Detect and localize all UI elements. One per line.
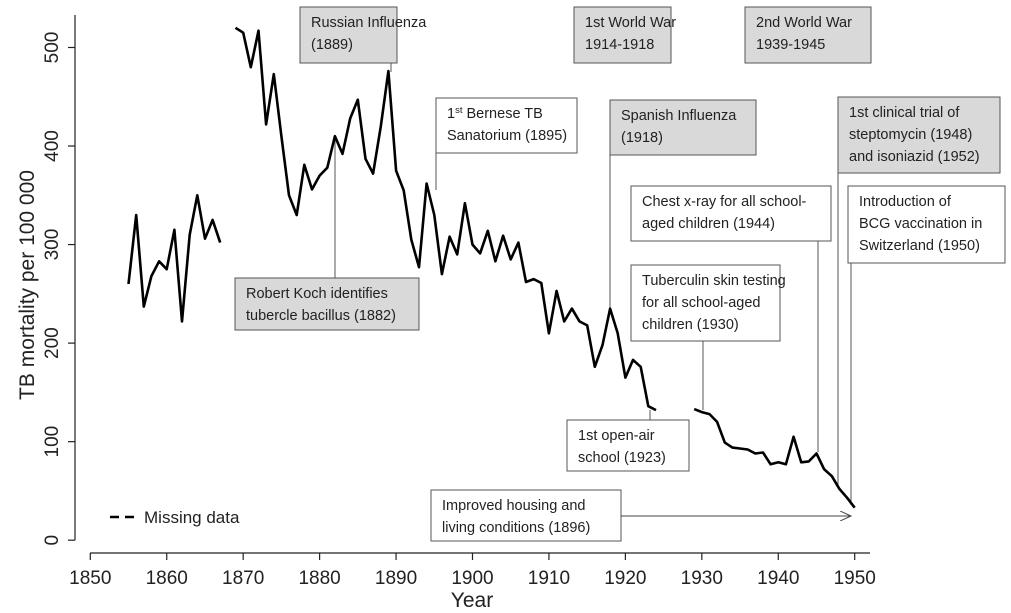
annotation-box: [573, 6, 672, 64]
annotation-text: 1st clinical trial of: [849, 105, 960, 121]
annotation-text: Chest x-ray for all school-: [642, 194, 807, 210]
annotation-text: children (1930): [642, 317, 739, 333]
x-tick-label: 1920: [604, 568, 646, 589]
annotation-text: 1st World War: [585, 15, 676, 31]
annotation-box: [837, 96, 1001, 174]
x-tick-label: 1930: [681, 568, 723, 589]
annotation-text: Spanish Influenza: [621, 108, 737, 124]
y-tick-label: 500: [42, 32, 63, 64]
x-tick-label: 1890: [375, 568, 417, 589]
x-tick-label: 1950: [834, 568, 876, 589]
annotation-text: Improved housing and: [442, 498, 586, 514]
annotation-text: 1st open-air: [578, 428, 655, 444]
x-tick-label: 1880: [298, 568, 340, 589]
annotation-text: Robert Koch identifies: [246, 286, 388, 302]
annotation-text: school (1923): [578, 450, 666, 466]
annotation-text: tubercle bacillus (1882): [246, 308, 396, 324]
x-tick-label: 1900: [451, 568, 493, 589]
annotation-box: [847, 185, 1006, 264]
annotation-text-part: 1: [447, 106, 455, 122]
annotation-text: 1939-1945: [756, 37, 825, 53]
annotation-text: and isoniazid (1952): [849, 149, 980, 165]
y-tick-label: 0: [42, 535, 63, 546]
annotation-text-part: st: [455, 105, 463, 116]
annotation-text: Sanatorium (1895): [447, 128, 567, 144]
annotation-box: [566, 419, 690, 472]
y-tick-label: 100: [42, 426, 63, 458]
annotation-box: [609, 99, 757, 156]
annotation-box: [234, 277, 420, 331]
mortality-line: [127, 26, 856, 509]
x-tick-label: 1860: [146, 568, 188, 589]
legend-label: Missing data: [144, 508, 240, 527]
annotation-box: [630, 264, 781, 342]
annotation-box: [435, 97, 578, 154]
annotation-text: (1889): [311, 37, 353, 53]
x-tick-label: 1910: [528, 568, 570, 589]
annotation-text: steptomycin (1948): [849, 127, 972, 143]
y-axis-label: TB mortality per 100 000: [16, 170, 39, 400]
annotation-text: BCG vaccination in: [859, 216, 982, 232]
annotation-text: Introduction of: [859, 194, 952, 210]
annotation-text: 1st Bernese TB: [447, 105, 543, 123]
x-axis-label: Year: [451, 589, 493, 612]
x-tick-label: 1940: [757, 568, 799, 589]
annotation-text: for all school-aged: [642, 295, 761, 311]
x-tick-label: 1850: [69, 568, 111, 589]
annotation-text: aged children (1944): [642, 216, 775, 232]
annotation-text: 2nd World War: [756, 15, 852, 31]
annotation-text: Switzerland (1950): [859, 238, 980, 254]
y-tick-label: 400: [42, 130, 63, 162]
annotation-text: Tuberculin skin testing: [642, 273, 786, 289]
annotation-box: [430, 489, 622, 542]
annotation-text-part: Bernese TB: [462, 106, 542, 122]
annotation-text: 1914-1918: [585, 37, 654, 53]
annotation-box: [299, 6, 398, 64]
x-tick-label: 1870: [222, 568, 264, 589]
annotation-box: [744, 6, 872, 64]
annotation-text: (1918): [621, 130, 663, 146]
y-tick-label: 200: [42, 327, 63, 359]
annotation-box: [630, 185, 832, 242]
y-tick-label: 300: [42, 229, 63, 261]
annotation-text: Russian Influenza: [311, 15, 427, 31]
annotation-text: living conditions (1896): [442, 520, 590, 536]
